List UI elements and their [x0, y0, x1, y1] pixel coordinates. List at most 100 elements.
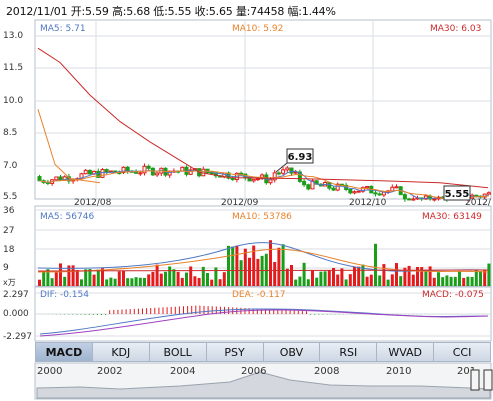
candle-body-25: [142, 165, 147, 174]
volume-bar-12: [88, 269, 92, 286]
volume-bar-105: [479, 271, 482, 286]
x-tick-oct: 2012/10: [349, 198, 387, 208]
candle-body-78: [365, 185, 370, 189]
timeline-sparkline: [36, 371, 491, 399]
volume-bar-78: [365, 276, 369, 286]
x-tick-nov: 2012/: [465, 198, 492, 208]
volume-bar-27: [151, 271, 155, 286]
volume-bar-7: [67, 265, 71, 286]
volume-bar-97: [445, 275, 449, 286]
price-y-tick-4: 7.0: [3, 161, 18, 171]
candle-body-57: [276, 172, 281, 175]
volume-bar-46: [231, 246, 235, 286]
candle-body-61: [293, 171, 298, 174]
volume-bar-49: [243, 248, 247, 286]
tab-boll[interactable]: BOLL: [148, 342, 206, 362]
volume-bar-83: [386, 279, 390, 286]
price-y-tick-2: 10.0: [3, 96, 23, 106]
ma30-line: [37, 47, 489, 189]
volume-bar-62: [298, 276, 302, 286]
candle-body-75: [352, 191, 357, 194]
volume-bar-31: [168, 266, 172, 286]
tab-macd[interactable]: MACD: [35, 342, 92, 362]
candle-body-26: [146, 165, 151, 169]
candle-body-55: [268, 179, 273, 184]
volume-bar-65: [311, 270, 314, 286]
volume-bar-6: [63, 276, 67, 286]
volume-bar-75: [353, 266, 356, 286]
volume-bar-73: [344, 279, 348, 286]
year-2010: 2010: [386, 366, 411, 377]
volume-bar-56: [273, 262, 277, 286]
volume-bar-1: [42, 271, 46, 286]
tab-wvad[interactable]: WVAD: [376, 342, 434, 362]
vol-y-tick-1: 27: [3, 226, 14, 236]
volume-bar-42: [214, 267, 218, 286]
volume-bar-37: [193, 276, 197, 286]
volume-bar-98: [449, 276, 453, 286]
candle-body-107: [486, 192, 491, 195]
tab-kdj[interactable]: KDJ: [91, 342, 149, 362]
volume-bar-23: [134, 277, 138, 286]
volume-bar-3: [50, 278, 54, 286]
volume-bar-33: [176, 271, 180, 286]
dif-label: DIF: -0.154: [40, 290, 89, 300]
volume-bar-70: [332, 267, 335, 286]
candle-body-4: [54, 176, 59, 181]
tab-cci[interactable]: CCI: [433, 342, 491, 362]
candle-body-63: [302, 180, 307, 186]
range-handle-left[interactable]: [470, 369, 480, 391]
tab-rsi[interactable]: RSI: [319, 342, 377, 362]
ma5-label: MA5: 5.71: [40, 24, 86, 34]
volume-bar-84: [390, 274, 394, 286]
candle-body-36: [188, 169, 193, 175]
candle-body-52: [255, 178, 260, 181]
candle-body-58: [281, 169, 286, 174]
quote-header: 2012/11/01 开:5.59 高:5.68 低:5.55 收:5.65 量…: [6, 5, 336, 18]
candle-body-71: [335, 183, 340, 191]
volume-bar-36: [189, 266, 193, 286]
price-y-tick-0: 13.0: [3, 31, 23, 41]
volume-bar-29: [159, 273, 163, 286]
volume-bar-13: [92, 274, 96, 286]
candle-body-89: [411, 198, 416, 201]
candle-body-14: [96, 170, 101, 178]
volume-layer: [37, 240, 491, 286]
tab-psy[interactable]: PSY: [205, 342, 263, 362]
volume-bar-22: [130, 278, 134, 286]
candle-body-60: [289, 167, 294, 174]
ma10-label: MA10: 5.92: [232, 24, 283, 34]
vol-ma30-line: [37, 269, 489, 272]
year-2008: 2008: [314, 366, 339, 377]
vol-y-tick-0: 36: [3, 206, 15, 216]
candle-body-20: [121, 166, 126, 174]
volume-bar-66: [315, 277, 319, 286]
candle-body-94: [432, 198, 437, 201]
volume-bar-102: [466, 276, 470, 286]
candle-body-88: [407, 198, 412, 201]
volume-bar-54: [264, 253, 268, 286]
high-marker: 6.93: [275, 148, 314, 173]
volume-bar-92: [424, 269, 428, 286]
ma10-line: [39, 170, 489, 199]
price-y-tick-1: 11.5: [3, 63, 23, 73]
volume-bar-68: [323, 271, 327, 286]
tab-obv[interactable]: OBV: [262, 342, 320, 362]
low-marker-label: 5.55: [445, 189, 470, 200]
volume-bar-86: [399, 276, 403, 286]
volume-bar-82: [382, 264, 386, 286]
volume-bar-43: [218, 279, 222, 286]
volume-bar-39: [201, 266, 205, 286]
volume-bar-11: [84, 269, 88, 286]
price-y-tick-5: 5.5: [3, 192, 17, 202]
ma5-line: [39, 169, 490, 200]
volume-bar-26: [147, 274, 151, 286]
volume-bar-5: [59, 263, 62, 286]
volume-bar-50: [248, 257, 251, 286]
candle-body-77: [360, 187, 365, 192]
range-handle-right[interactable]: [483, 369, 493, 391]
year-2006: 2006: [241, 366, 266, 377]
candle-body-46: [230, 177, 235, 181]
volume-bar-67: [319, 271, 323, 286]
